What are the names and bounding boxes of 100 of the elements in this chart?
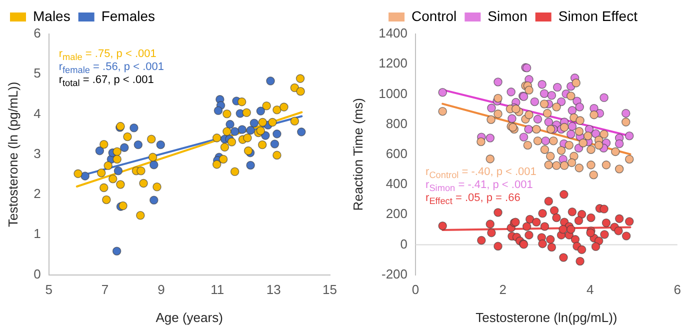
point: [524, 230, 534, 240]
y-tick-label: 800: [386, 116, 408, 131]
point: [104, 161, 113, 170]
point: [614, 164, 624, 174]
point: [556, 146, 566, 155]
y-tick-label: 6: [34, 26, 41, 41]
point: [222, 109, 232, 118]
point: [560, 122, 569, 132]
point: [218, 154, 228, 164]
point: [624, 217, 634, 226]
point: [230, 127, 240, 136]
point: [494, 242, 502, 251]
point: [262, 101, 271, 110]
x-tick-label: 13: [266, 282, 281, 298]
point: [584, 131, 592, 140]
point: [486, 115, 496, 124]
point: [266, 76, 275, 86]
point: [570, 235, 580, 244]
point: [74, 169, 82, 178]
y-tick-label: 2: [34, 186, 41, 202]
point: [533, 114, 542, 124]
point: [112, 246, 122, 256]
point: [487, 104, 496, 112]
point: [519, 132, 528, 142]
point: [226, 120, 234, 129]
point: [112, 154, 122, 164]
point: [114, 166, 123, 176]
point: [621, 118, 630, 126]
point: [152, 182, 162, 192]
point: [577, 210, 586, 219]
point: [156, 140, 166, 150]
y-tick-label: 1400: [378, 26, 408, 41]
y-tick-label: 5: [34, 66, 41, 81]
point: [622, 232, 631, 240]
point: [572, 78, 581, 88]
point: [134, 140, 143, 150]
point: [576, 116, 584, 125]
point: [494, 78, 502, 86]
y-tick-label: 4: [34, 106, 41, 121]
x-tick-label: 4: [586, 282, 594, 298]
point: [624, 131, 634, 140]
annotation: r$_{Effect}$ = .05, p = .66: [426, 192, 520, 208]
point: [621, 108, 630, 118]
point: [214, 106, 223, 116]
point: [116, 180, 125, 189]
point: [438, 106, 447, 116]
point: [560, 190, 568, 199]
point: [574, 126, 584, 136]
point: [524, 124, 533, 134]
point: [102, 195, 111, 204]
point: [538, 208, 547, 218]
legend-label: Control: [412, 8, 457, 24]
point: [578, 138, 588, 148]
y-tick-label: 3: [34, 146, 41, 161]
point: [212, 134, 222, 142]
point: [591, 242, 600, 252]
point: [250, 118, 259, 128]
point: [586, 160, 596, 170]
point: [540, 89, 549, 98]
point: [594, 140, 604, 150]
point: [238, 125, 247, 134]
point: [130, 124, 138, 132]
point: [494, 110, 502, 118]
point: [558, 224, 568, 234]
point: [296, 128, 306, 136]
point: [258, 118, 268, 127]
point: [590, 110, 598, 120]
point: [256, 106, 266, 116]
point: [530, 97, 540, 106]
point: [522, 222, 532, 231]
point: [227, 138, 236, 146]
point: [272, 130, 282, 138]
point: [532, 218, 541, 227]
annotation: r$_{total}$ = .67, p < .001: [58, 74, 154, 90]
point: [546, 235, 555, 244]
x-tick-label: 7: [101, 282, 109, 298]
point: [547, 91, 556, 100]
point: [544, 196, 554, 206]
x-tick-label: 2: [499, 282, 506, 298]
point: [99, 140, 108, 149]
y-axis-title: Reaction Time (ms): [350, 98, 366, 211]
point: [438, 221, 447, 230]
point: [230, 167, 240, 176]
point: [577, 245, 586, 254]
y-tick-label: 600: [386, 146, 408, 161]
point: [523, 140, 532, 150]
point: [552, 161, 561, 170]
point: [574, 164, 584, 172]
point: [575, 102, 584, 112]
point: [486, 134, 495, 142]
point: [602, 218, 611, 228]
point: [576, 256, 584, 266]
point: [560, 161, 569, 170]
point: [506, 88, 516, 96]
y-tick-label: 1: [34, 226, 41, 242]
legend-label: Simon Effect: [558, 8, 638, 24]
point: [589, 170, 598, 180]
point: [556, 97, 566, 106]
point: [538, 239, 547, 248]
point: [564, 140, 574, 150]
